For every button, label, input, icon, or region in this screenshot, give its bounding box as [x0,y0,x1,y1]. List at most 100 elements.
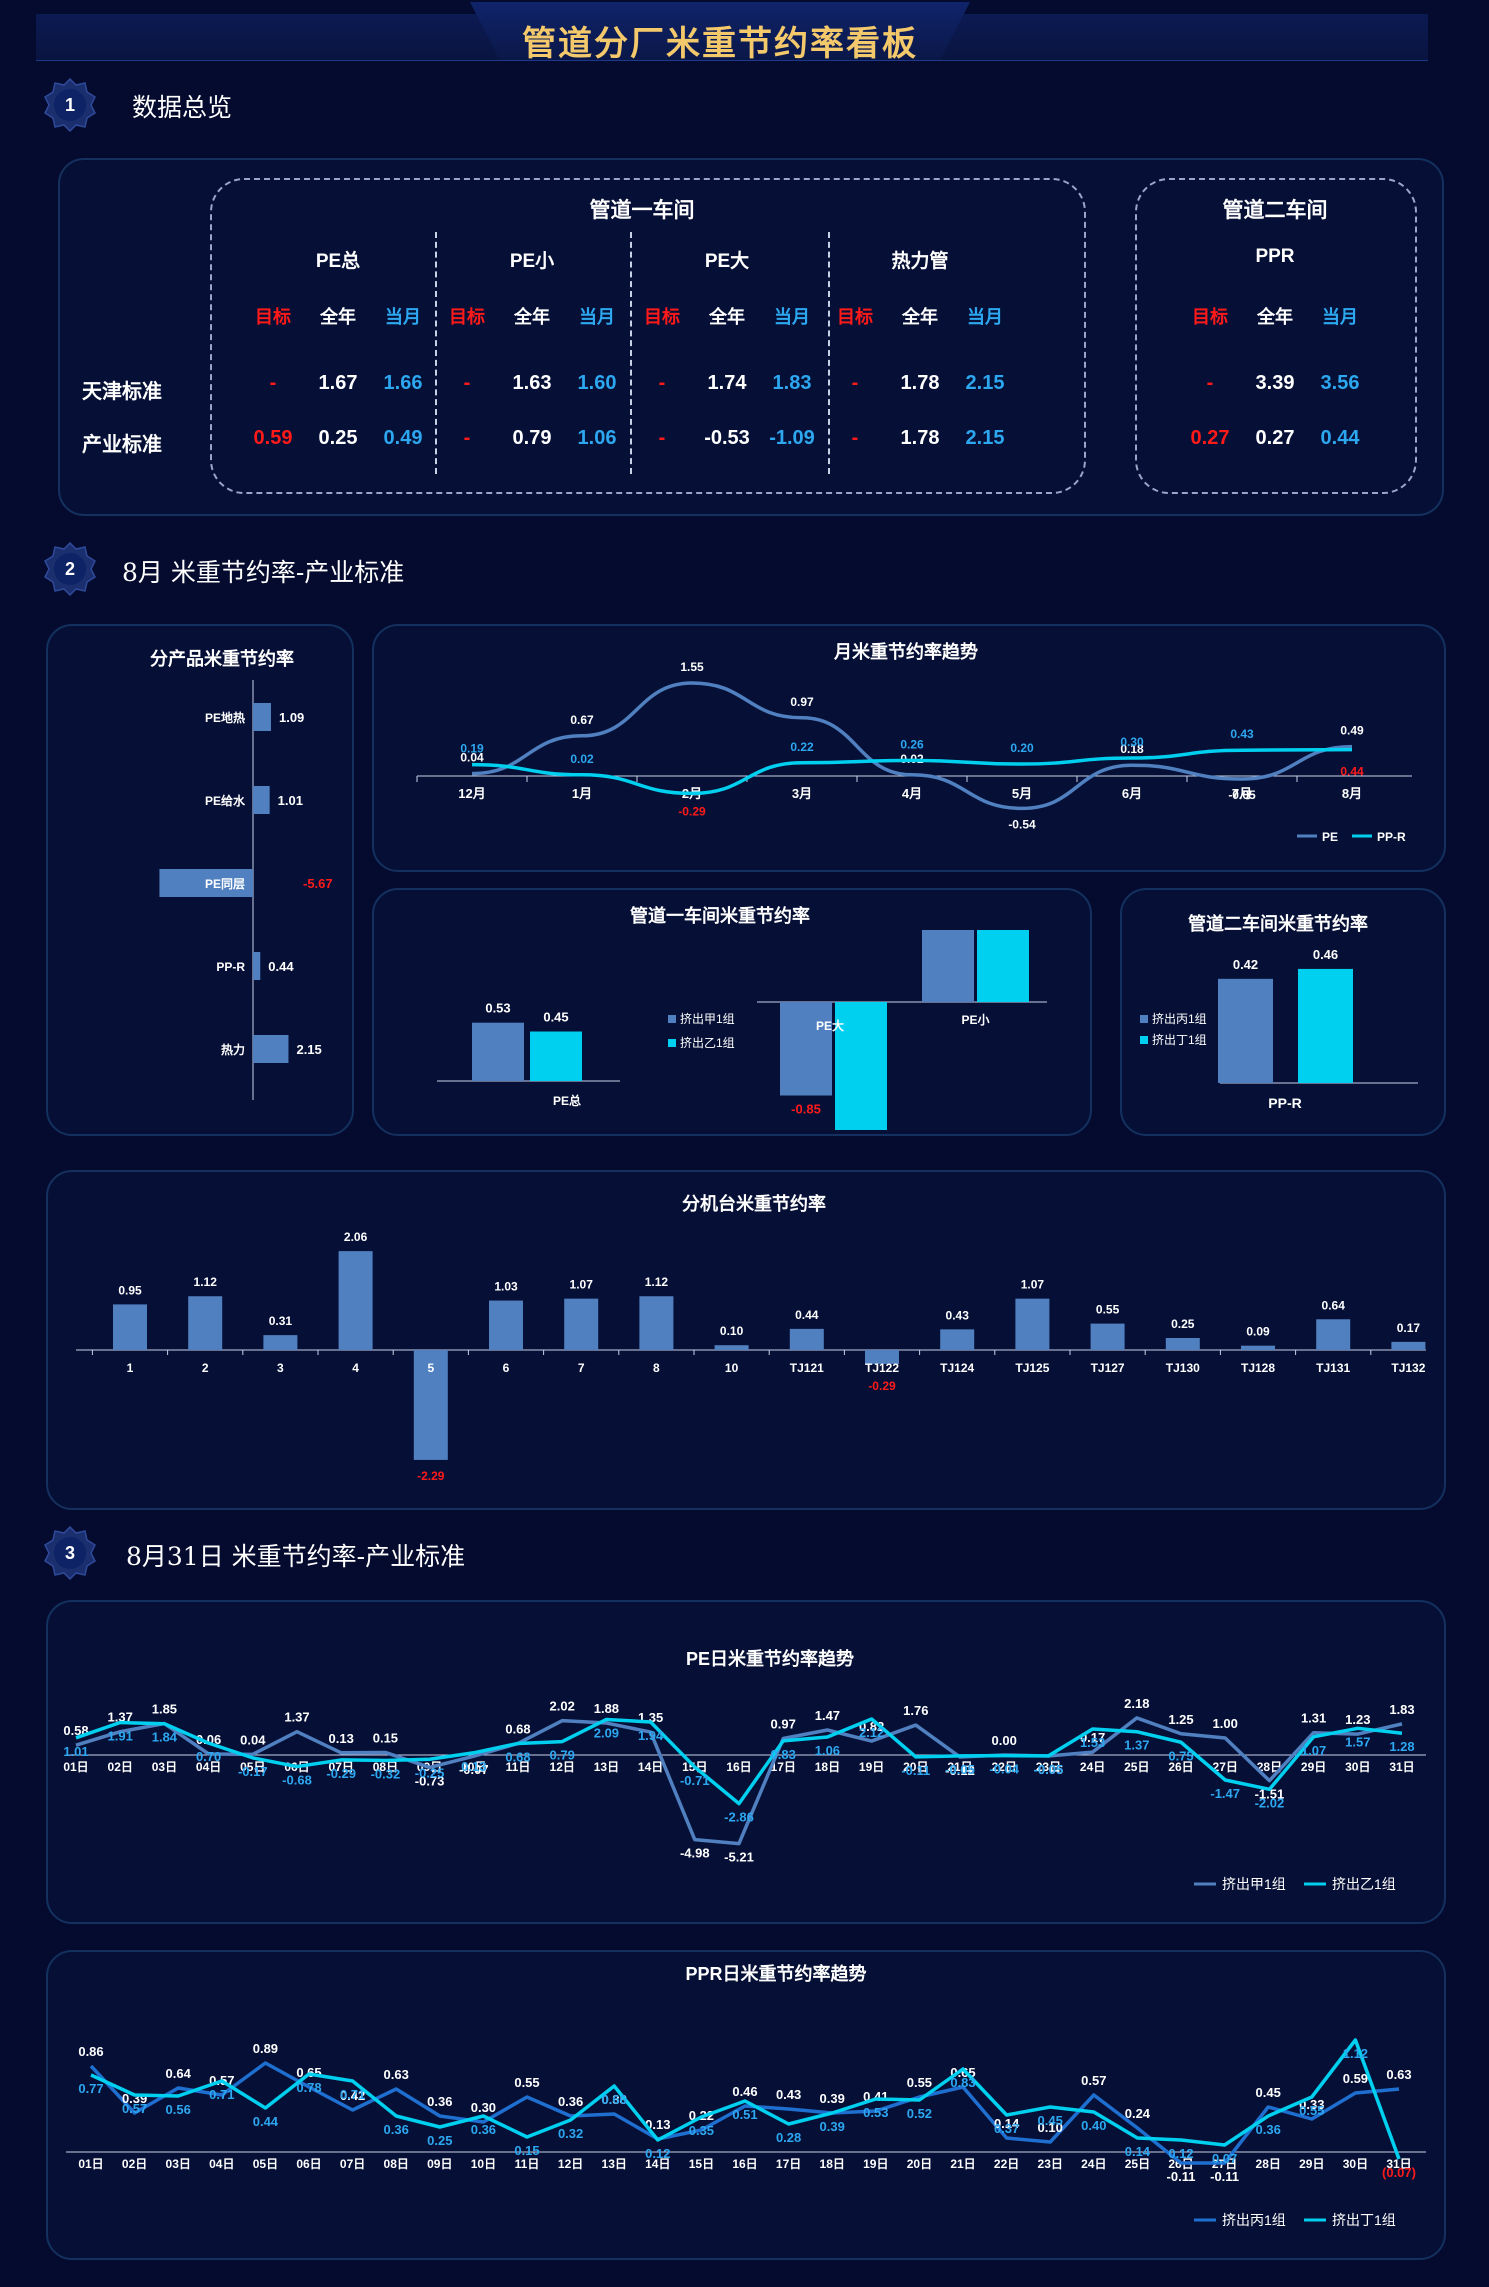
x-tick-label: 19日 [859,1760,884,1774]
data-label: -0.68 [282,1773,312,1788]
x-tick-label: 8 [653,1361,660,1375]
data-label: -1.51 [1255,1787,1285,1802]
data-label: -2.02 [1255,1795,1285,1810]
data-label: 0.57 [1081,2073,1106,2088]
data-label: 1.57 [1345,1734,1370,1749]
x-tick-label: 5 [427,1361,434,1375]
col-header: 全年 [709,307,745,327]
group-name: PE总 [315,251,361,272]
x-tick-label: 21日 [950,2157,975,2171]
divider [630,232,632,474]
row-label-chanye: 产业标准 [82,434,162,456]
section-title-1: 数据总览 [132,93,233,122]
x-tick-label: 25日 [1125,2157,1150,2171]
bar-TJ130 [1165,1338,1200,1350]
x-tick-label: 4月 [902,786,922,801]
data-label: 0.79 [550,1748,575,1763]
x-tick-label: 28日 [1257,1760,1282,1774]
data-label: 1.12 [194,1275,218,1289]
legend-swatch [1140,1015,1148,1023]
data-label: 0.77 [78,2081,103,2096]
data-label: 1.25 [1168,1712,1193,1727]
data-label: 0.89 [253,2041,278,2056]
x-tick-label: 12日 [550,1760,575,1774]
data-label: 0.37 [994,2121,1019,2136]
workshop2-title: 管道二车间 [1222,199,1328,222]
data-label: -0.11 [1210,2169,1239,2184]
data-label: (0.07) [1382,2165,1416,2180]
data-label: 0.53 [485,1001,510,1016]
data-label: 0.97 [771,1717,796,1732]
tianjin-value: 1.60 [577,372,617,394]
chanye-value: 0.27 [1255,427,1295,449]
x-tick-label: 20日 [907,2157,932,2171]
category-label: PE给水 [205,793,246,808]
legend-label: 挤出乙1组 [1332,1876,1396,1892]
group-name: PPR [1255,246,1295,267]
legend-label: 挤出丁1组 [1152,1032,1207,1047]
data-label: 0.78 [296,2080,321,2095]
legend-label: PP-R [1377,830,1406,844]
section-badge-3: 3 [44,1525,96,1581]
data-label: 0.30 [1120,735,1144,749]
data-label: 0.55 [514,2075,539,2090]
ws1-chart-title: 管道一车间米重节约率 [630,906,810,926]
bar-TJ125 [1015,1298,1050,1350]
data-label: 1.94 [638,1728,664,1743]
x-tick-label: 04日 [209,2157,234,2171]
product-chart-title: 分产品米重节约率 [150,649,294,669]
col-header: 目标 [1192,307,1228,327]
data-label: 1.37 [1124,1738,1149,1753]
x-tick-label: 09日 [427,2157,452,2171]
bar-挤出乙1组 [977,930,1029,1002]
x-tick-label: 04日 [196,1760,221,1774]
x-tick-label: 14日 [645,2157,670,2171]
data-label: 0.64 [1322,1298,1346,1312]
section-title-2: 8月 米重节约率-产业标准 [122,558,405,587]
category-label: PE地热 [205,710,245,725]
machine-chart-title: 分机台米重节约率 [682,1194,826,1214]
group-name: PE小 [509,251,555,272]
x-tick-label: 03日 [152,1760,177,1774]
data-label: 0.97 [790,695,814,709]
data-label: 1.31 [1301,1711,1326,1726]
data-label: 2.12 [859,1725,884,1740]
x-tick-label: 2 [202,1361,209,1375]
x-tick-label: 22日 [994,2157,1019,2171]
x-tick-label: 5月 [1012,786,1032,801]
data-label: 1.55 [680,660,704,674]
data-label: 0.24 [1125,2106,1151,2121]
col-header: 目标 [255,307,291,327]
col-header: 当月 [774,307,810,327]
data-label: 0.12 [645,2146,670,2161]
data-label: -0.54 [1008,817,1036,831]
data-label: 0.44 [795,1308,819,1322]
x-tick-label: 08日 [373,1760,398,1774]
tianjin-value: - [269,372,277,394]
data-label: 0.39 [820,2119,845,2134]
bar-TJ121 [789,1328,824,1350]
x-tick-label: 24日 [1081,2157,1106,2171]
workshop1-title: 管道一车间 [589,199,695,222]
col-header: 目标 [837,307,873,327]
data-label: 0.44 [1340,765,1364,779]
category-label: PE小 [961,1012,989,1027]
chanye-value: 2.15 [965,427,1005,449]
bar-TJ124 [940,1329,975,1350]
data-label: 0.42 [340,2088,365,2103]
data-label: 1.12 [1343,2046,1368,2061]
workshop1-box [210,178,1086,494]
x-tick-label: 31日 [1389,1760,1414,1774]
x-tick-label: 26日 [1168,1760,1193,1774]
data-label: 1.91 [108,1729,133,1744]
bar-PP-R [253,952,261,980]
bar-TJ122 [865,1350,899,1364]
product-bar-chart: PE地热 1.09 PE给水 1.01 PE同层 -5.67 PP-R 0.44 热力 2.15 [159,680,333,1100]
x-tick-label: 08日 [384,2157,409,2171]
data-label: 0.13 [461,1759,486,1774]
x-tick-label: 30日 [1345,1760,1370,1774]
x-tick-label: 25日 [1124,1760,1149,1774]
divider [828,232,830,474]
data-label: -0.06 [1034,1762,1064,1777]
col-header: 当月 [579,307,615,327]
